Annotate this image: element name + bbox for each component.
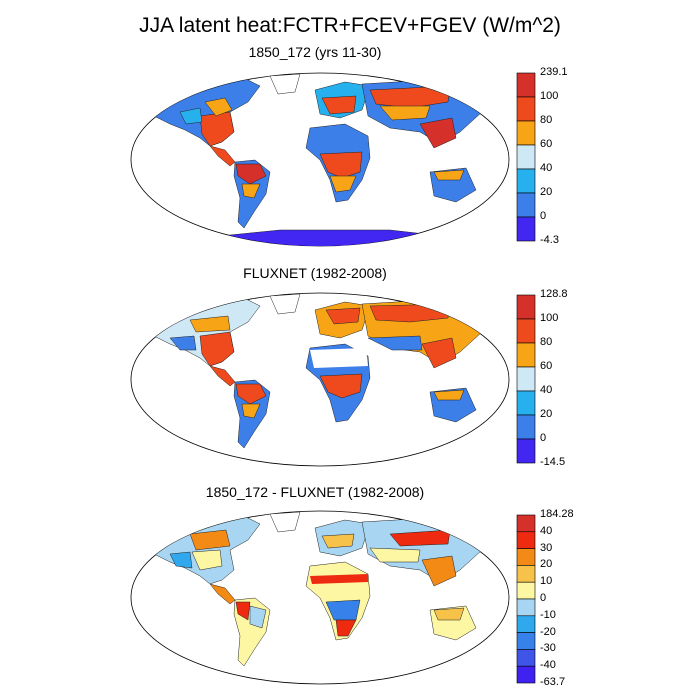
colorbar-segment (516, 615, 536, 633)
colorbar-label: 20 (540, 408, 553, 420)
colorbar-segment (516, 120, 536, 146)
colorbar-segment (516, 438, 536, 464)
panel-3-title: 1850_172 - FLUXNET (1982-2008) (205, 484, 425, 500)
colorbar-segment (516, 96, 536, 122)
colorbar-label: 239.1 (540, 66, 568, 78)
colorbar-label: 0 (540, 432, 547, 444)
colorbar-label: 10 (540, 575, 553, 588)
colorbar-segment (516, 144, 536, 170)
colorbar-label: 40 (540, 162, 553, 174)
world-map-1 (130, 72, 510, 247)
colorbar-2: 128.8 100 80 60 40 20 0 -14.5 (516, 289, 586, 468)
world-map-2 (130, 292, 510, 467)
colorbar-label: 0 (540, 210, 547, 222)
colorbar-label: 100 (540, 90, 559, 102)
colorbar-label: 60 (540, 138, 553, 150)
map-panel-1 (130, 72, 510, 247)
colorbar-svg (516, 294, 536, 464)
colorbar-1: 239.1 100 80 60 40 20 0 -4.3 (516, 67, 586, 246)
colorbar-segment (516, 548, 536, 566)
main-title: JJA latent heat:FCTR+FCEV+FGEV (W/m^2) (139, 14, 561, 37)
colorbar-segment (516, 342, 536, 368)
colorbar-label: 20 (540, 558, 553, 571)
colorbar-segment (516, 514, 536, 533)
colorbar-segment (516, 216, 536, 242)
colorbar-label: -14.5 (540, 456, 566, 468)
colorbar-label: 60 (540, 360, 553, 372)
map-panel-3 (130, 510, 510, 685)
colorbar-label: 184.28 (540, 508, 574, 520)
colorbar-label: 40 (540, 524, 553, 537)
colorbar-segment (516, 632, 536, 650)
colorbar-label: -10 (540, 608, 556, 621)
colorbar-segment (516, 565, 536, 583)
colorbar-segment (516, 168, 536, 194)
colorbar-segment (516, 318, 536, 344)
world-map-3 (130, 510, 510, 685)
colorbar-segment (516, 581, 536, 600)
colorbar-segment (516, 649, 536, 667)
colorbar-segment (516, 531, 536, 549)
colorbar-label: 128.8 (540, 288, 568, 300)
colorbar-label: -63.7 (540, 676, 566, 688)
colorbar-3: 184.28 40 30 20 10 0 -10 -20 -30 -40 -63.7 (516, 509, 586, 688)
colorbar-segment (516, 294, 536, 320)
colorbar-segment (516, 390, 536, 416)
colorbar-svg (516, 514, 536, 684)
colorbar-label: 80 (540, 336, 553, 348)
colorbar-label: -4.3 (540, 234, 559, 246)
colorbar-segment (516, 598, 536, 617)
colorbar-label: 40 (540, 384, 553, 396)
colorbar-segment (516, 72, 536, 98)
panel-1-title: 1850_172 (yrs 11-30) (248, 44, 382, 60)
colorbar-svg (516, 72, 536, 242)
colorbar-label: 100 (540, 312, 559, 324)
colorbar-label: 80 (540, 114, 553, 126)
colorbar-label: -30 (540, 642, 556, 655)
colorbar-label: 0 (540, 592, 547, 604)
colorbar-label: -40 (540, 659, 556, 672)
colorbar-segment (516, 665, 536, 684)
colorbar-label: 20 (540, 186, 553, 198)
map-panel-2 (130, 292, 510, 467)
colorbar-segment (516, 414, 536, 440)
colorbar-segment (516, 192, 536, 218)
colorbar-label: 30 (540, 541, 553, 554)
colorbar-label: -20 (540, 625, 556, 638)
colorbar-segment (516, 366, 536, 392)
panel-2-title: FLUXNET (1982-2008) (243, 265, 387, 281)
